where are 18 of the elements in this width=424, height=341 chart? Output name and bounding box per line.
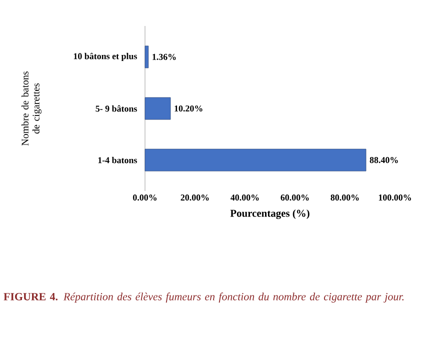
- x-tick-label: 20.00%: [180, 194, 209, 201]
- data-label: 10.20%: [174, 105, 202, 112]
- data-label: 88.40%: [370, 157, 398, 164]
- y-tick-label: 1-4 batons: [98, 156, 137, 164]
- x-tick-label: 0.00%: [133, 194, 156, 201]
- bar: [144, 46, 149, 68]
- x-tick-label: 80.00%: [330, 194, 359, 201]
- bar: [144, 97, 171, 120]
- bar: [144, 148, 366, 172]
- data-label: 1.36%: [152, 54, 176, 60]
- y-tick-label: 5- 9 bâtons: [96, 105, 137, 112]
- x-axis-title: Pourcentages (%): [230, 209, 310, 220]
- x-tick-label: 60.00%: [280, 194, 309, 201]
- y-axis-title: Nombre de batons de cigarettes: [21, 72, 42, 146]
- text: FIGURE 4. Répartition des élèves fumeurs en fonction du nombre de cigarette par jour.: [4, 292, 404, 303]
- x-tick-label: 100.00%: [378, 194, 411, 201]
- y-tick-label: 10 bâtons et plus: [74, 52, 137, 62]
- x-tick-label: 40.00%: [230, 194, 259, 201]
